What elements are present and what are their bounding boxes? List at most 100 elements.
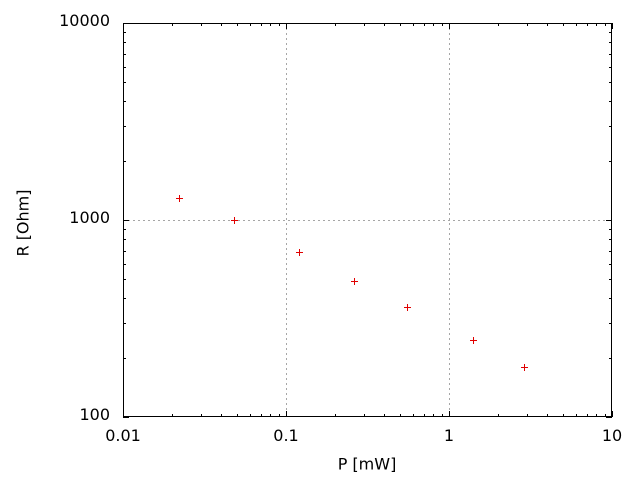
x-tick-mark	[563, 23, 564, 26]
y-tick-mark	[123, 42, 126, 43]
y-tick-mark	[123, 264, 126, 265]
x-tick-mark	[250, 414, 251, 417]
x-tick-mark	[286, 411, 287, 417]
x-tick-mark	[563, 414, 564, 417]
x-tick-mark	[261, 23, 262, 26]
x-tick-mark	[424, 23, 425, 26]
x-tick-mark	[442, 414, 443, 417]
x-tick-mark	[364, 414, 365, 417]
y-tick-mark	[609, 264, 612, 265]
y-tick-mark	[123, 239, 126, 240]
y-tick-mark	[123, 298, 126, 299]
x-tick-mark	[270, 23, 271, 26]
x-tick-mark	[413, 414, 414, 417]
x-tick-mark	[172, 414, 173, 417]
x-tick-mark	[172, 23, 173, 26]
y-tick-mark	[123, 82, 126, 83]
x-tick-mark	[498, 23, 499, 26]
y-tick-mark	[123, 54, 126, 55]
x-tick-mark	[547, 414, 548, 417]
x-tick-mark	[335, 414, 336, 417]
x-tick-mark	[449, 23, 450, 29]
gridline-horizontal	[123, 220, 612, 221]
y-tick-mark	[123, 358, 126, 359]
x-tick-mark	[612, 411, 613, 417]
x-tick-mark	[442, 23, 443, 26]
y-tick-mark	[609, 229, 612, 230]
x-tick-mark	[261, 414, 262, 417]
x-tick-mark	[201, 23, 202, 26]
y-tick-mark	[123, 279, 126, 280]
x-tick-mark	[279, 23, 280, 26]
x-axis-title: P [mW]	[337, 454, 397, 474]
x-tick-mark	[400, 23, 401, 26]
x-tick-mark	[279, 414, 280, 417]
y-tick-mark	[609, 101, 612, 102]
x-tick-label: 0.1	[273, 426, 299, 445]
data-point-marker	[296, 249, 303, 256]
x-tick-mark	[498, 414, 499, 417]
y-tick-mark	[123, 101, 126, 102]
x-tick-mark	[576, 23, 577, 26]
x-tick-mark	[433, 23, 434, 26]
x-tick-mark	[335, 23, 336, 26]
y-tick-mark	[609, 239, 612, 240]
y-tick-mark	[609, 161, 612, 162]
y-tick-mark	[609, 67, 612, 68]
x-tick-mark	[201, 414, 202, 417]
x-tick-mark	[605, 23, 606, 26]
y-tick-mark	[606, 220, 612, 221]
x-tick-label: 1	[443, 426, 455, 445]
y-tick-mark	[609, 358, 612, 359]
data-point-marker	[521, 364, 528, 371]
y-tick-label: 10000	[59, 11, 110, 30]
data-point-marker	[470, 337, 477, 344]
x-tick-label: 0.01	[105, 426, 141, 445]
y-tick-mark	[123, 220, 129, 221]
x-tick-mark	[123, 411, 124, 417]
x-tick-mark	[596, 414, 597, 417]
y-tick-mark	[609, 82, 612, 83]
y-tick-mark	[123, 251, 126, 252]
x-tick-label: 10	[601, 426, 623, 445]
x-tick-mark	[576, 414, 577, 417]
y-tick-mark	[123, 126, 126, 127]
y-tick-mark	[609, 251, 612, 252]
x-tick-mark	[433, 414, 434, 417]
x-tick-mark	[449, 411, 450, 417]
y-tick-mark	[609, 42, 612, 43]
y-tick-mark	[123, 229, 126, 230]
x-tick-mark	[384, 23, 385, 26]
data-point-marker	[231, 217, 238, 224]
x-tick-mark	[237, 414, 238, 417]
y-tick-mark	[123, 323, 126, 324]
y-tick-mark	[609, 126, 612, 127]
data-point-marker	[351, 278, 358, 285]
x-tick-mark	[413, 23, 414, 26]
x-tick-mark	[270, 414, 271, 417]
x-tick-mark	[221, 414, 222, 417]
x-tick-mark	[237, 23, 238, 26]
data-point-marker	[176, 195, 183, 202]
y-tick-mark	[609, 298, 612, 299]
y-tick-mark	[123, 417, 129, 418]
y-tick-mark	[609, 32, 612, 33]
x-tick-mark	[424, 414, 425, 417]
x-tick-mark	[587, 414, 588, 417]
x-tick-mark	[286, 23, 287, 29]
x-tick-mark	[612, 23, 613, 29]
x-tick-mark	[527, 414, 528, 417]
y-tick-mark	[606, 417, 612, 418]
y-tick-mark	[609, 279, 612, 280]
y-tick-mark	[123, 23, 129, 24]
y-tick-mark	[123, 32, 126, 33]
x-tick-mark	[250, 23, 251, 26]
y-tick-mark	[609, 323, 612, 324]
x-tick-mark	[547, 23, 548, 26]
x-tick-mark	[596, 23, 597, 26]
y-tick-mark	[123, 67, 126, 68]
x-tick-mark	[605, 414, 606, 417]
y-tick-mark	[609, 54, 612, 55]
y-tick-mark	[606, 23, 612, 24]
